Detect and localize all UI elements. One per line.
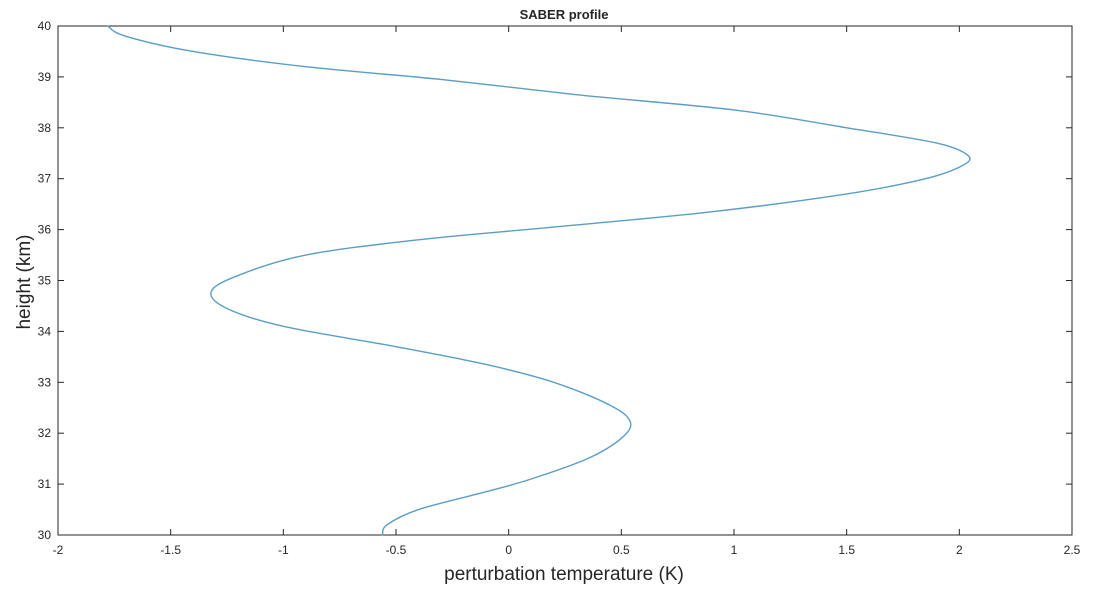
y-tick-label: 32	[38, 426, 52, 440]
x-tick-label: 2.5	[1064, 543, 1081, 557]
x-tick-label: 2	[956, 543, 963, 557]
x-tick-label: -1	[278, 543, 289, 557]
axes-layer	[57, 25, 1073, 536]
x-tick-label: -1.5	[160, 543, 181, 557]
y-tick-label: 35	[38, 274, 52, 288]
x-tick-label: -0.5	[386, 543, 407, 557]
y-tick-label: 33	[38, 375, 52, 389]
chart-title: SABER profile	[520, 7, 609, 22]
ticks-layer: -2 -1.5 -1 -0.5 0 0.5 1 1.5 2 2.5 30 31 32 33 34 35 36 37…	[38, 19, 1081, 557]
y-tick-label: 30	[38, 528, 52, 542]
x-tick-label: 0	[505, 543, 512, 557]
x-tick-label: 0.5	[613, 543, 630, 557]
y-tick-label: 36	[38, 223, 52, 237]
y-tick-label: 39	[38, 70, 52, 84]
y-tick-label: 40	[38, 19, 52, 33]
plot-frame	[57, 25, 1073, 536]
x-tick-label: 1.5	[838, 543, 855, 557]
y-tick-label: 31	[38, 477, 52, 491]
y-tick-label: 38	[38, 121, 52, 135]
series-line	[106, 25, 971, 536]
y-tick-label: 37	[38, 172, 52, 186]
x-axis-title: perturbation temperature (K)	[444, 564, 684, 585]
series-layer	[106, 25, 971, 536]
x-tick-label: -2	[53, 543, 64, 557]
y-tick-label: 34	[38, 324, 52, 338]
y-axis-title: height (km)	[14, 234, 35, 329]
x-tick-label: 1	[731, 543, 738, 557]
